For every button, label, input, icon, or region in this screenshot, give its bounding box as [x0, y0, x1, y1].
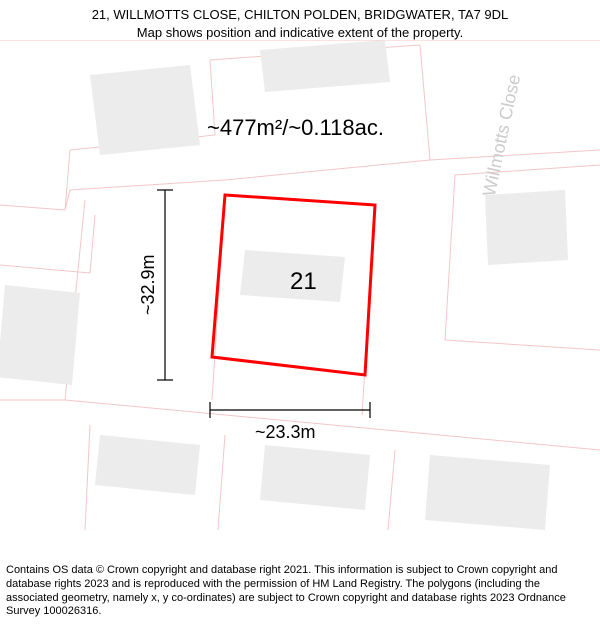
plot-number-label: 21: [290, 268, 317, 296]
parcel-line-12: [90, 215, 95, 273]
bldg-se: [425, 455, 550, 530]
parcel-line-1: [0, 205, 65, 210]
parcel-line-20: [445, 175, 455, 340]
height-dimension-label: ~32.9m: [138, 254, 159, 315]
bldg-n: [260, 40, 390, 92]
width-dimension-label: ~23.3m: [255, 422, 316, 443]
parcel-line-16: [85, 425, 90, 530]
area-label: ~477m²/~0.118ac.: [207, 115, 384, 141]
bldg-s: [260, 445, 370, 510]
parcel-line-9: [70, 180, 225, 190]
parcel-line-6: [420, 45, 430, 160]
copyright-footer: Contains OS data © Crown copyright and d…: [6, 564, 594, 619]
parcel-line-8: [225, 160, 430, 180]
parcel-line-18: [388, 450, 395, 530]
bldg-e: [485, 190, 568, 265]
header: 21, WILLMOTTS CLOSE, CHILTON POLDEN, BRI…: [0, 0, 600, 43]
subtitle-line: Map shows position and indicative extent…: [10, 24, 590, 42]
parcel-line-11: [0, 265, 90, 273]
parcel-line-17: [218, 435, 225, 530]
map-canvas: ~477m²/~0.118ac. ~32.9m ~23.3m 21 Willmo…: [0, 40, 600, 530]
parcel-line-19: [455, 165, 600, 175]
bldg-nw: [90, 65, 200, 155]
bldg-sw: [95, 435, 200, 495]
parcel-line-21: [445, 340, 600, 350]
bldg-w: [0, 285, 80, 385]
parcel-line-7: [430, 150, 600, 160]
address-line: 21, WILLMOTTS CLOSE, CHILTON POLDEN, BRI…: [10, 6, 590, 24]
